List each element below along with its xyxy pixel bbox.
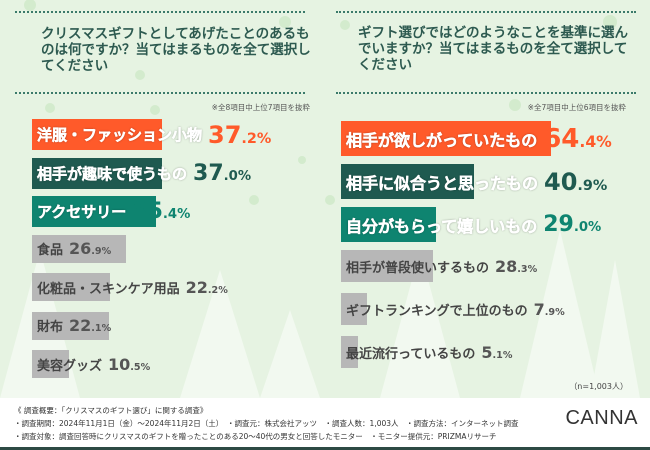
bar-row: 相手に似合うと思ったもの 40.9% — [341, 164, 631, 199]
category-label: 美容グッズ — [37, 358, 103, 374]
bar-row: 最近流行っているもの 5.1% — [341, 336, 631, 368]
value-label: 22.1% — [69, 316, 112, 335]
divider — [15, 11, 305, 13]
note: ※全8項目中上位7項目を抜粋 — [211, 103, 310, 112]
survey-details: ・調査期間：2024年11月1日（金）～2024年11月2日（土） ・調査元：株… — [14, 419, 519, 428]
bar-label-group: アクセサリー 35.4% — [37, 196, 191, 227]
bar-row: 食品 26.9% — [32, 234, 322, 263]
bar — [32, 196, 156, 227]
category-label: 食品 — [37, 243, 64, 258]
bar-label-group: 洋服・ファッション小物 37.2% — [37, 119, 272, 150]
value-label: 35.4% — [132, 199, 191, 224]
bar — [341, 293, 367, 325]
bar-row: 美容グッズ 10.5% — [32, 350, 322, 378]
value-label: 28.3% — [495, 256, 538, 276]
bar — [32, 273, 110, 301]
bar-row: 相手が欲しがっていたもの 64.4% — [341, 121, 631, 156]
value-label: 10.5% — [108, 354, 151, 374]
question-title: ギフト選びではどのようなことを基準に選んでいますか？当てはまるものを全て選択して… — [358, 25, 628, 73]
value-label: 64.4% — [543, 123, 612, 154]
bar — [32, 157, 162, 189]
bar — [32, 234, 127, 263]
right-panel: ギフト選びではどのようなことを基準に選んでいますか？当てはまるものを全て選択して… — [336, 0, 636, 398]
left-panel: クリスマスギフトとしてあげたことのあるものは何ですか？当てはまるものを全て選択し… — [15, 0, 311, 398]
bar-row: アクセサリー 35.4% — [32, 196, 322, 227]
category-label: 相手が欲しがっていたもの — [346, 130, 538, 150]
bar-label-group: 財布 22.1% — [37, 312, 111, 340]
bar-row: ギフトランキングで上位のもの 7.9% — [341, 293, 631, 325]
bar-label-group: 食品 26.9% — [37, 235, 111, 263]
divider — [15, 92, 305, 94]
bar-row: 相手が趣味で使うもの 37.0% — [32, 157, 322, 189]
category-label: 洋服・ファッション小物 — [37, 126, 203, 145]
bar-row: 化粧品・スキンケア用品 22.2% — [32, 273, 322, 301]
category-label: 相手が普段使いするもの — [346, 260, 490, 276]
bar-row: 自分がもらって嬉しいもの 29.0% — [341, 207, 631, 242]
note: ※全7項目中上位6項目を抜粋 — [527, 103, 626, 112]
background-decoration — [0, 0, 640, 398]
bar-label-group: 美容グッズ 10.5% — [37, 350, 150, 378]
value-label: 5.1% — [481, 342, 513, 362]
bar-label-group: 化粧品・スキンケア用品 22.2% — [37, 273, 228, 301]
bar — [341, 164, 475, 199]
survey-title: 《 調査概要：「クリスマスのギフト選び」に関する調査》 — [14, 406, 208, 415]
canna-logo: CANNA — [565, 407, 638, 429]
category-label: 相手に似合うと思ったもの — [346, 173, 539, 193]
bar — [341, 250, 434, 282]
bar — [341, 207, 436, 242]
sample-size: （n=1,003人） — [569, 382, 628, 391]
bar — [32, 350, 69, 378]
bar-label-group: 相手が趣味で使うもの 37.0% — [37, 158, 251, 189]
bar — [32, 311, 110, 340]
value-label: 37.2% — [208, 120, 272, 149]
category-label: 相手が趣味で使うもの — [37, 164, 188, 183]
bar-label-group: ギフトランキングで上位のもの 7.9% — [346, 293, 565, 325]
bar-label-group: 相手が普段使いするもの 28.3% — [346, 250, 537, 282]
bar — [32, 119, 163, 150]
survey-target: ・調査対象：調査回答時にクリスマスのギフトを贈ったことのある20～40代の男女と… — [14, 432, 497, 441]
bar-label-group: 相手が欲しがっていたもの 64.4% — [346, 121, 612, 156]
bar-row: 相手が普段使いするもの 28.3% — [341, 250, 631, 282]
category-label: 自分がもらって嬉しいもの — [346, 216, 538, 236]
category-label: 最近流行っているもの — [346, 346, 476, 362]
category-label: ギフトランキングで上位のもの — [346, 303, 528, 319]
question-title: クリスマスギフトとしてあげたことのあるものは何ですか？当てはまるものを全て選択し… — [41, 26, 311, 74]
value-label: 26.9% — [69, 239, 112, 258]
bar-row: 財布 22.1% — [32, 311, 322, 340]
bar-label-group: 自分がもらって嬉しいもの 29.0% — [346, 207, 601, 242]
footer: 《 調査概要：「クリスマスのギフト選び」に関する調査》 ・調査期間：2024年1… — [0, 398, 650, 450]
divider — [336, 92, 636, 94]
bar-row: 洋服・ファッション小物 37.2% — [32, 119, 322, 150]
bar — [341, 121, 551, 156]
bar-label-group: 相手に似合うと思ったもの 40.9% — [346, 164, 608, 199]
category-label: 化粧品・スキンケア用品 — [37, 281, 180, 297]
bar — [341, 336, 358, 368]
category-label: アクセサリー — [37, 203, 127, 222]
value-label: 37.0% — [193, 160, 252, 186]
bar-label-group: 最近流行っているもの 5.1% — [346, 336, 512, 368]
category-label: 財布 — [37, 320, 64, 335]
value-label: 22.2% — [185, 277, 228, 297]
value-label: 29.0% — [543, 212, 602, 237]
value-label: 7.9% — [533, 299, 565, 319]
value-label: 40.9% — [544, 167, 608, 196]
divider — [336, 11, 636, 13]
